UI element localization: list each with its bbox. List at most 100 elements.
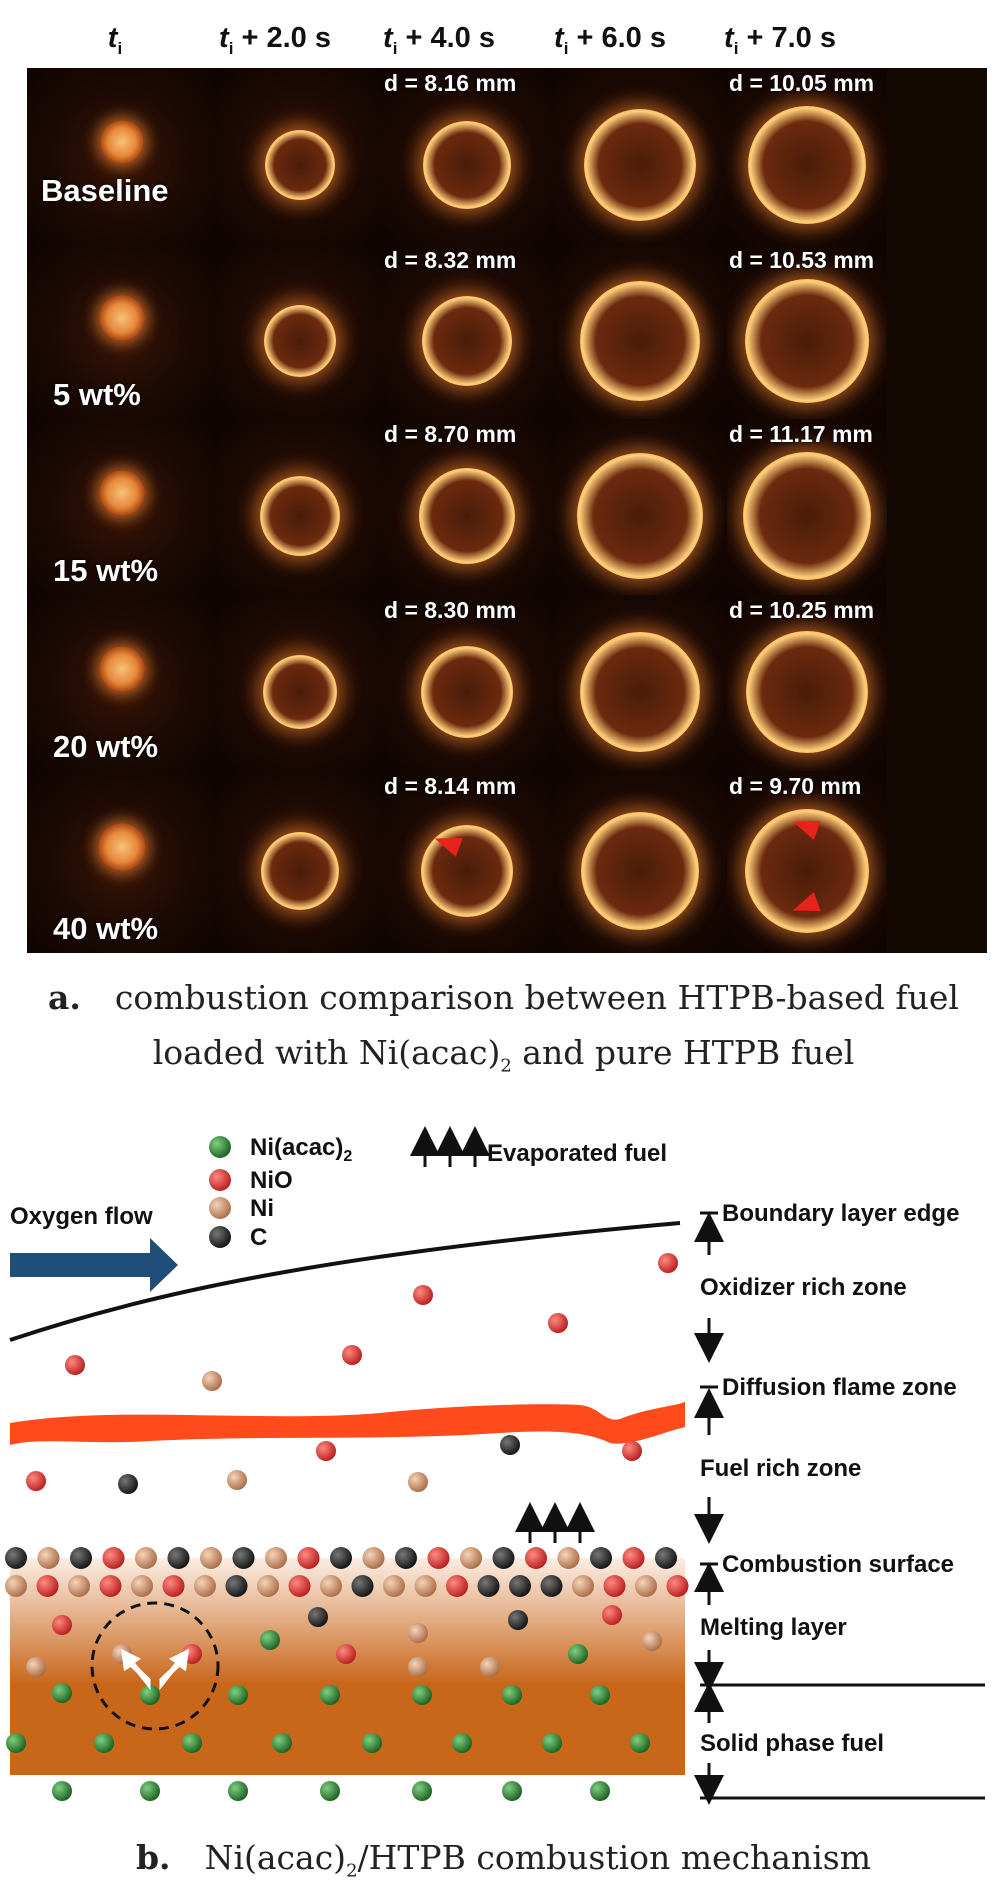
carbon-particle bbox=[500, 1435, 520, 1455]
ni-particle bbox=[135, 1547, 157, 1569]
zone-oxidizer-rich: Oxidizer rich zone bbox=[700, 1274, 907, 1301]
ni-particle bbox=[642, 1631, 662, 1651]
zone-scale bbox=[694, 1211, 985, 1805]
evaporated-arrows-legend bbox=[410, 1126, 490, 1167]
ni-particle bbox=[194, 1575, 216, 1597]
ni-particle bbox=[572, 1575, 594, 1597]
droplet-image-r4-c1 bbox=[217, 771, 382, 953]
combustion-image-grid: Baseline d = 8.16 mm d = 10.05 mm 5 wt% d = … bbox=[27, 68, 987, 953]
niacac-particle bbox=[228, 1781, 248, 1801]
evaporated-arrows-fuel-zone bbox=[515, 1502, 595, 1543]
legend-ni-label: Ni bbox=[250, 1195, 274, 1222]
diffusion-flame-band bbox=[10, 1401, 685, 1445]
carbon-particle bbox=[5, 1547, 27, 1569]
caption-a-text2-pre: loaded with Ni(acac) bbox=[152, 1033, 501, 1072]
burning-droplet bbox=[260, 832, 339, 911]
droplet-image-r1-c2 bbox=[382, 245, 552, 419]
droplet-image-r0-c1 bbox=[217, 68, 382, 245]
caption-a-letter: a. bbox=[48, 978, 81, 1017]
ni-particle bbox=[26, 1657, 46, 1677]
ni-particle bbox=[557, 1547, 580, 1569]
nio-particle bbox=[602, 1605, 622, 1625]
droplet-image-r4-c2 bbox=[382, 771, 552, 953]
column-header-sub: i bbox=[228, 38, 234, 58]
ni-particle bbox=[5, 1575, 27, 1597]
niacac-particle bbox=[630, 1733, 650, 1753]
burning-droplet bbox=[743, 451, 871, 580]
niacac-particle bbox=[412, 1685, 432, 1705]
droplet-image-r0-c0 bbox=[27, 68, 217, 245]
caption-a-line1: a. combustion comparison between HTPB-bas… bbox=[0, 970, 1007, 1025]
legend-niacac-marker bbox=[209, 1136, 231, 1158]
carbon-particle bbox=[167, 1547, 190, 1569]
droplet-image-r1-c0 bbox=[27, 245, 217, 419]
diameter-label-7s-row4: d = 9.70 mm bbox=[729, 773, 862, 799]
nio-particle bbox=[658, 1253, 678, 1273]
nio-particle bbox=[36, 1575, 59, 1597]
column-header-suffix: + 6.0 s bbox=[568, 22, 666, 54]
burning-droplet bbox=[576, 452, 703, 579]
ni-particle bbox=[408, 1623, 428, 1643]
burning-droplet bbox=[259, 475, 340, 556]
nio-particle bbox=[525, 1547, 547, 1569]
nio-particle bbox=[548, 1313, 568, 1333]
nio-particle bbox=[622, 1441, 642, 1461]
nio-particle bbox=[622, 1547, 645, 1569]
burning-droplet bbox=[99, 645, 145, 692]
row-label-2: 15 wt% bbox=[53, 553, 159, 588]
ni-particle bbox=[635, 1575, 657, 1597]
droplet-image-r0-c4 bbox=[727, 68, 887, 245]
row-label-1: 5 wt% bbox=[53, 377, 141, 412]
column-header-suffix: + 7.0 s bbox=[738, 22, 836, 54]
burning-droplet bbox=[100, 120, 144, 165]
burning-droplet bbox=[264, 130, 335, 201]
zone-combustion-surface: Combustion surface bbox=[722, 1551, 954, 1578]
panel-b-mechanism-diagram: Ni(acac)2 NiO Ni C Evaporated fuel Oxyge… bbox=[0, 1105, 1007, 1825]
nio-particle bbox=[342, 1345, 362, 1365]
nio-particle bbox=[26, 1471, 46, 1491]
carbon-particle bbox=[590, 1547, 612, 1569]
legend-niacac-label: Ni(acac)2 bbox=[250, 1134, 352, 1165]
burning-droplet bbox=[579, 631, 700, 752]
diameter-label-4s-row2: d = 8.70 mm bbox=[384, 421, 517, 447]
nio-particle bbox=[102, 1547, 125, 1569]
zone-fuel-rich: Fuel rich zone bbox=[700, 1455, 861, 1482]
ni-particle bbox=[37, 1547, 60, 1569]
burning-droplet bbox=[99, 295, 145, 342]
droplet-image-r3-c1 bbox=[217, 595, 382, 771]
droplet-image-r4-c4 bbox=[727, 771, 887, 953]
droplet-image-r3-c4 bbox=[727, 595, 887, 771]
ni-particle bbox=[131, 1575, 153, 1597]
caption-b-post: /HTPB combustion mechanism bbox=[357, 1838, 872, 1877]
row-label-3: 20 wt% bbox=[53, 729, 159, 764]
diameter-label-4s-row0: d = 8.16 mm bbox=[384, 70, 517, 96]
column-header-suffix: + 2.0 s bbox=[233, 22, 331, 54]
white-arrow-left bbox=[120, 1648, 151, 1691]
droplet-image-r3-c2 bbox=[382, 595, 552, 771]
niacac-particle bbox=[52, 1781, 72, 1801]
burning-droplet bbox=[419, 467, 515, 564]
niacac-particle bbox=[52, 1683, 72, 1703]
carbon-particle bbox=[492, 1547, 515, 1569]
niacac-particle bbox=[6, 1733, 26, 1753]
carbon-particle bbox=[118, 1474, 138, 1494]
niacac-particle bbox=[320, 1685, 340, 1705]
nio-particle bbox=[162, 1575, 185, 1597]
droplet-image-r1-c1 bbox=[217, 245, 382, 419]
diameter-label-4s-row4: d = 8.14 mm bbox=[384, 773, 517, 799]
column-header-sub: i bbox=[733, 38, 739, 58]
nio-particle bbox=[336, 1644, 356, 1664]
diameter-label-4s-row1: d = 8.32 mm bbox=[384, 247, 517, 273]
boundary-layer-curve bbox=[9, 1221, 681, 1342]
niacac-particle bbox=[320, 1781, 340, 1801]
ni-particle bbox=[200, 1547, 222, 1569]
carbon-particle bbox=[308, 1607, 328, 1627]
ni-particle bbox=[480, 1657, 500, 1677]
legend-c-marker bbox=[209, 1226, 231, 1248]
ni-particle bbox=[320, 1575, 342, 1597]
ni-particle bbox=[265, 1547, 287, 1569]
nio-particle bbox=[65, 1355, 85, 1375]
droplet-image-r1-c4 bbox=[727, 245, 887, 419]
ni-particle bbox=[383, 1575, 405, 1597]
carbon-particle bbox=[330, 1547, 352, 1569]
